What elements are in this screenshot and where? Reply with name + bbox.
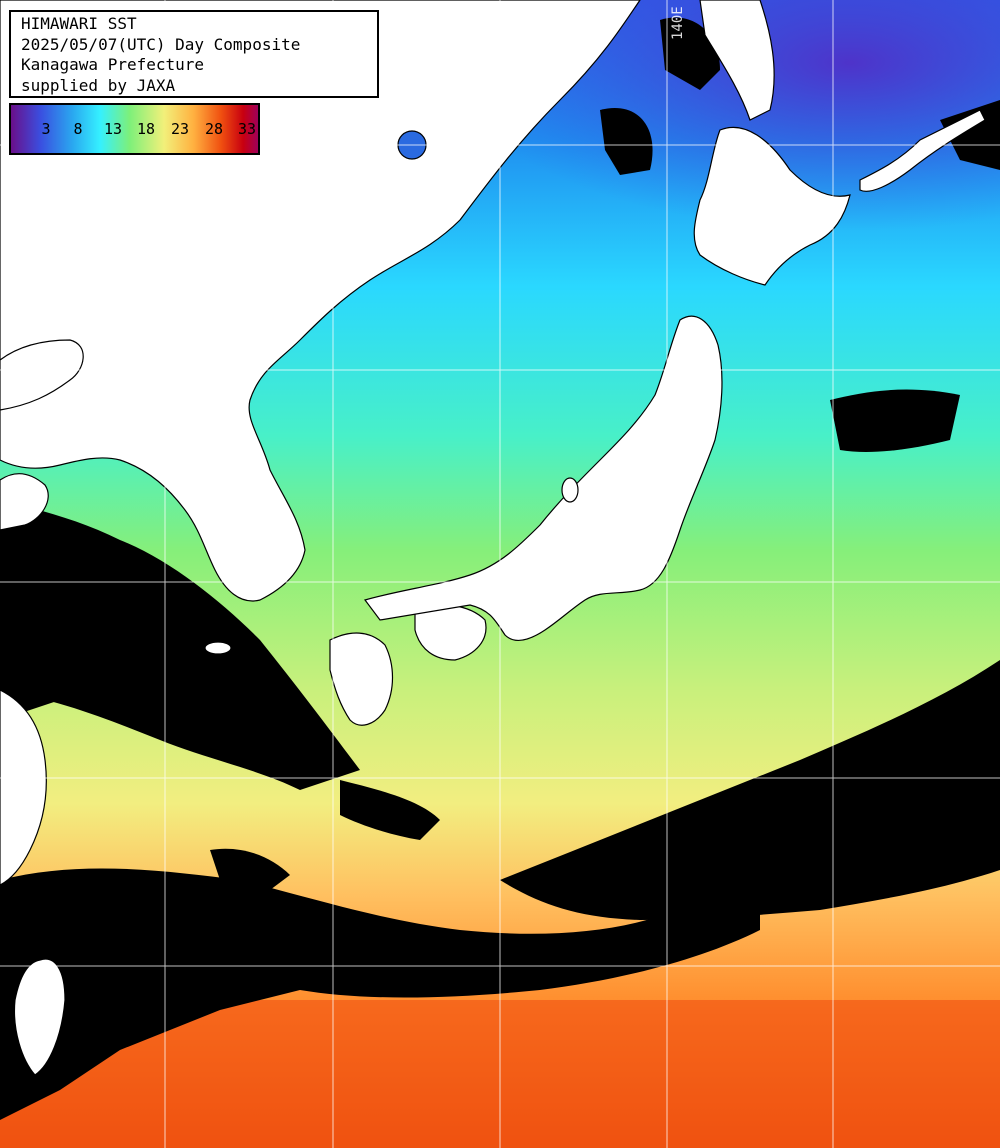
jeju-island <box>204 641 232 655</box>
color-legend: 3 8 13 18 23 28 33 <box>9 103 260 155</box>
sakhalin <box>699 0 775 121</box>
honshu <box>363 315 723 642</box>
title-line-4: supplied by JAXA <box>21 75 176 95</box>
title-line-1: HIMAWARI SST <box>21 14 137 33</box>
legend-tick-labels: 3 8 13 18 23 28 33 <box>11 105 258 153</box>
legend-tick: 13 <box>103 120 123 138</box>
kyushu <box>329 632 394 726</box>
kuril-islands <box>859 109 986 192</box>
legend-tick: 3 <box>41 120 51 138</box>
liaodong-peninsula <box>0 339 84 411</box>
longitude-label: 140E <box>670 6 686 40</box>
legend-tick: 28 <box>204 120 224 138</box>
china-east-coast <box>0 689 47 886</box>
legend-color-bar <box>11 105 258 153</box>
china-coast <box>0 473 49 531</box>
hokkaido <box>693 126 851 286</box>
legend-tick: 18 <box>136 120 156 138</box>
title-line-2: 2025/05/07(UTC) Day Composite <box>21 34 301 54</box>
taiwan <box>13 958 66 1076</box>
legend-tick: 33 <box>237 120 257 138</box>
legend-tick: 8 <box>73 120 83 138</box>
cloud-mask <box>0 17 1000 1120</box>
title-line-3: Kanagawa Prefecture <box>21 55 205 74</box>
sado-island <box>561 477 579 503</box>
legend-tick: 23 <box>170 120 190 138</box>
title-box: HIMAWARI SST 2025/05/07(UTC) Day Composi… <box>9 10 379 98</box>
latitude-label: 30N <box>14 352 40 368</box>
